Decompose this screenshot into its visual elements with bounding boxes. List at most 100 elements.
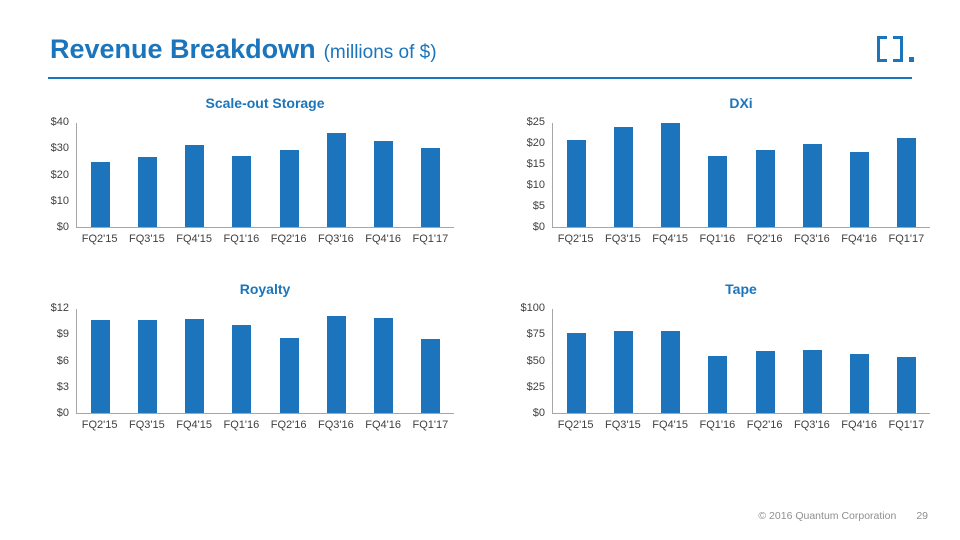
chart-body: $0 $25 $50 $75 $100 FQ2'15 FQ3'15 FQ4'15 FQ1'16… [510,302,930,431]
bar-royalty-fq1-16 [232,324,252,413]
bar-tape-fq4-16 [849,353,869,413]
bar-tape-fq1-16 [708,355,728,413]
x-axis-label: FQ4'15 [176,419,212,431]
title-divider [48,77,912,79]
x-axis-label: FQ4'16 [365,233,401,245]
bar-column [266,123,313,227]
y-axis: $0 $3 $6 $9 $12 [34,302,76,419]
x-axis-label: FQ3'16 [318,233,354,245]
logo-right-bracket-icon [893,36,903,62]
chart-title: Royalty [239,281,291,297]
chart-panel-dxi: DXi $0 $5 $10 $15 $20 $25 FQ2'15 FQ3'15 FQ4'15 F… [510,95,930,245]
x-axis-label: FQ1'17 [412,233,449,245]
bar-royalty-fq2-15 [91,320,111,413]
page-number: 29 [916,510,928,522]
bar-tape-fq2-16 [755,350,775,413]
bar-column [883,309,930,413]
bar-scale-out-storage-fq2-16 [279,150,299,227]
y-axis: $0 $25 $50 $75 $100 [510,302,552,419]
y-axis: $0 $10 $20 $30 $40 [34,116,76,233]
logo-dot-icon [909,57,914,62]
x-axis-labels: FQ2'15 FQ3'15 FQ4'15 FQ1'16 FQ2'16 FQ3'16 FQ4'… [76,419,454,431]
bar-column [600,123,647,227]
bar-column [836,123,883,227]
bar-dxi-fq4-15 [661,123,681,227]
y-axis-tick-label: $25 [526,380,545,393]
y-axis-tick-label: $50 [526,354,545,367]
bar-column [836,309,883,413]
bar-column [694,309,741,413]
slide-footer: © 2016 Quantum Corporation 29 [758,510,928,522]
y-axis-tick-label: $15 [526,158,545,170]
y-axis-tick-label: $5 [532,200,545,212]
bar-column [694,123,741,227]
bar-column [883,123,930,227]
slide-header: Revenue Breakdown (millions of $) [0,0,960,65]
x-axis-label: FQ1'16 [699,419,736,431]
chart-title: DXi [729,95,753,111]
y-axis-tick-label: $0 [532,221,545,233]
chart-panel-scale-out-storage: Scale-out Storage $0 $10 $20 $30 $40 FQ2'15 F… [34,95,454,245]
y-axis-tick-label: $10 [526,179,545,191]
bar-scale-out-storage-fq3-16 [326,133,346,227]
y-axis-tick-label: $3 [56,380,69,393]
y-axis-tick-label: $100 [520,302,545,314]
bar-royalty-fq4-15 [185,318,205,413]
bar-dxi-fq4-16 [849,152,869,227]
x-axis-label: FQ3'16 [794,419,830,431]
charts-grid: Scale-out Storage $0 $10 $20 $30 $40 FQ2'15 F… [0,79,960,431]
bar-column [553,123,600,227]
bar-column [407,123,454,227]
plot-wrap: FQ2'15 FQ3'15 FQ4'15 FQ1'16 FQ2'16 FQ3'16 FQ4'… [552,123,930,245]
bar-royalty-fq3-15 [138,320,158,413]
bar-scale-out-storage-fq1-17 [420,147,440,227]
chart-body: $0 $3 $6 $9 $12 FQ2'15 FQ3'15 FQ4'15 FQ1'16 FQ2'… [34,302,454,431]
bar-column [313,123,360,227]
bar-scale-out-storage-fq1-16 [232,155,252,227]
x-axis-label: FQ1'16 [223,419,260,431]
bar-scale-out-storage-fq4-16 [373,141,393,227]
x-axis-label: FQ2'15 [557,233,594,245]
y-axis-tick-label: $0 [532,407,545,419]
x-axis-label: FQ3'16 [318,419,354,431]
bar-column [218,309,265,413]
chart-title: Scale-out Storage [205,95,325,111]
x-axis-labels: FQ2'15 FQ3'15 FQ4'15 FQ1'16 FQ2'16 FQ3'16 FQ4'… [552,233,930,245]
y-axis-tick-label: $12 [50,302,69,314]
bar-column [266,309,313,413]
bar-scale-out-storage-fq3-15 [138,156,158,227]
bar-column [171,123,218,227]
x-axis-label: FQ4'15 [652,233,688,245]
x-axis-label: FQ3'15 [129,233,165,245]
x-axis-label: FQ2'15 [81,233,118,245]
x-axis-label: FQ2'16 [270,233,307,245]
x-axis-labels: FQ2'15 FQ3'15 FQ4'15 FQ1'16 FQ2'16 FQ3'16 FQ4'… [552,419,930,431]
plot-wrap: FQ2'15 FQ3'15 FQ4'15 FQ1'16 FQ2'16 FQ3'16 FQ4'… [76,309,454,431]
x-axis-label: FQ2'16 [746,233,783,245]
bar-scale-out-storage-fq4-15 [185,145,205,227]
y-axis-tick-label: $20 [526,137,545,149]
bar-dxi-fq2-15 [567,139,587,227]
bar-column [313,309,360,413]
x-axis-label: FQ1'16 [699,233,736,245]
bar-dxi-fq1-17 [896,137,916,227]
chart-title: Tape [725,281,757,297]
bar-column [171,309,218,413]
bar-royalty-fq2-16 [279,337,299,413]
bar-column [742,123,789,227]
bar-column [407,309,454,413]
y-axis-tick-label: $25 [526,116,545,128]
bar-tape-fq1-17 [896,356,916,413]
title-wrap: Revenue Breakdown (millions of $) [50,34,437,65]
bar-scale-out-storage-fq2-15 [91,162,111,227]
bar-dxi-fq3-15 [614,127,634,227]
plot-wrap: FQ2'15 FQ3'15 FQ4'15 FQ1'16 FQ2'16 FQ3'16 FQ4'… [552,309,930,431]
bar-column [647,309,694,413]
page-subtitle: (millions of $) [323,42,437,63]
x-axis-label: FQ4'16 [365,419,401,431]
bar-dxi-fq1-16 [708,156,728,227]
bar-column [600,309,647,413]
x-axis-label: FQ2'15 [557,419,594,431]
y-axis: $0 $5 $10 $15 $20 $25 [510,116,552,233]
x-axis-label: FQ3'15 [129,419,165,431]
